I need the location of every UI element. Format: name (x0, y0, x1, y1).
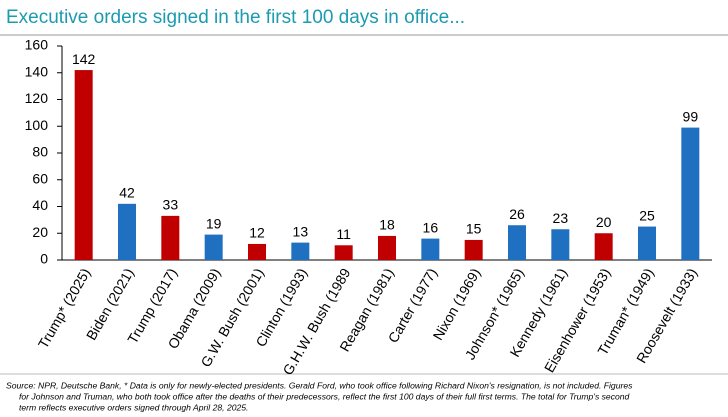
source-note: for Johnson and Truman, who both took of… (19, 391, 630, 401)
bar (161, 215, 180, 260)
data-label: 11 (336, 226, 351, 242)
data-label: 99 (683, 108, 699, 124)
bar (464, 239, 483, 260)
y-tick-label: 100 (25, 117, 49, 133)
bar (508, 225, 526, 260)
bar (638, 226, 656, 260)
y-tick-label: 40 (32, 197, 48, 213)
chart-title: Executive orders signed in the first 100… (6, 7, 465, 28)
y-tick-label: 140 (25, 63, 49, 79)
data-label: 12 (249, 225, 265, 241)
data-label: 33 (163, 197, 179, 213)
bar (681, 127, 700, 261)
y-tick-label: 0 (40, 251, 48, 267)
bar (118, 203, 136, 260)
y-tick-label: 20 (32, 224, 48, 240)
bar (291, 242, 310, 260)
y-tick-label: 120 (25, 90, 49, 106)
data-label: 13 (293, 223, 309, 239)
data-label: 142 (72, 51, 96, 67)
bar (551, 229, 570, 260)
y-tick-label: 60 (32, 170, 48, 186)
bar (594, 233, 613, 260)
data-label: 18 (379, 217, 395, 233)
data-label: 42 (119, 185, 135, 201)
bar (248, 243, 266, 260)
source-note: term reflects executive orders signed th… (19, 402, 248, 412)
data-label: 15 (466, 221, 482, 237)
x-tick-label: Trump* (2025) (35, 265, 94, 351)
bar (74, 70, 93, 260)
bar (204, 234, 223, 260)
data-label: 25 (639, 207, 655, 223)
y-tick-label: 160 (25, 37, 49, 53)
data-label: 23 (553, 210, 569, 226)
data-label: 19 (206, 215, 222, 231)
source-note: Source: NPR, Deutsche Bank, * Data is on… (6, 380, 633, 390)
bar (378, 235, 396, 260)
y-tick-label: 80 (32, 144, 48, 160)
data-label: 16 (423, 219, 439, 235)
data-label: 20 (596, 214, 612, 230)
bar (334, 245, 353, 260)
data-label: 26 (509, 206, 525, 222)
bar (421, 238, 440, 260)
